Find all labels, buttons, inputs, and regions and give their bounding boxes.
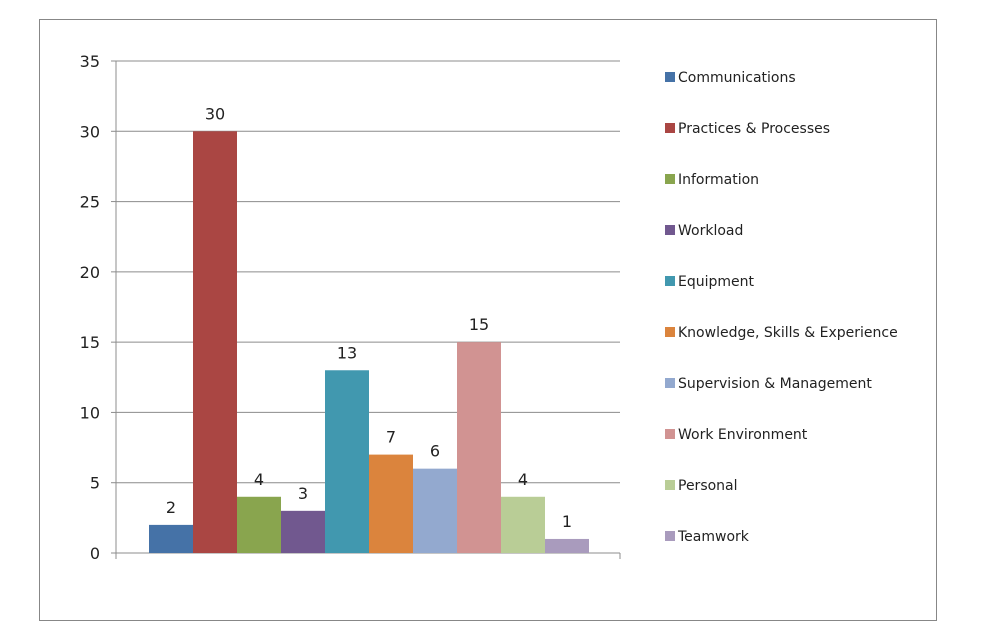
bar-3 [281,510,325,553]
legend-label-6: Supervision & Management [678,376,872,392]
legend-label-5: Knowledge, Skills & Experience [678,325,898,341]
bar-7 [457,342,501,553]
legend-swatch-6 [665,378,675,388]
y-tick-label: 0 [90,544,100,563]
bar-8 [501,496,545,553]
y-tick-label: 20 [80,263,100,282]
legend: Communications Practices & Processes Infor… [665,70,898,545]
legend-label-0: Communications [678,70,796,86]
data-label-7: 15 [469,315,489,334]
data-label-4: 13 [337,343,357,362]
bar-6 [413,468,457,553]
legend-swatch-9 [665,531,675,541]
data-label-2: 4 [254,470,264,489]
y-tick-label: 10 [80,403,100,422]
y-tick-label: 35 [80,52,100,71]
legend-label-8: Personal [678,478,738,494]
legend-swatch-4 [665,276,675,286]
legend-swatch-3 [665,225,675,235]
legend-label-9: Teamwork [677,529,750,545]
data-label-0: 2 [166,498,176,517]
data-label-6: 6 [430,442,440,461]
data-label-8: 4 [518,470,528,489]
data-label-1: 30 [205,104,225,123]
axes: 0 5 10 15 20 25 30 35 [80,52,621,563]
data-label-3: 3 [298,484,308,503]
bar-5 [369,454,413,553]
legend-swatch-0 [665,72,675,82]
y-tick-label: 30 [80,122,100,141]
bar-4 [325,370,369,553]
y-tick-label: 15 [80,333,100,352]
bar-0 [149,524,193,553]
legend-label-1: Practices & Processes [678,121,830,137]
y-tick-label: 5 [90,474,100,493]
y-tick-label: 25 [80,193,100,212]
data-label-5: 7 [386,428,396,447]
legend-swatch-1 [665,123,675,133]
legend-label-7: Work Environment [678,427,808,443]
bar-2 [237,496,281,553]
legend-swatch-5 [665,327,675,337]
legend-swatch-8 [665,480,675,490]
bars [149,131,589,554]
data-label-9: 1 [562,512,572,531]
bar-1 [193,131,237,554]
legend-swatch-2 [665,174,675,184]
data-labels: 2 30 4 3 13 7 6 15 4 1 [166,104,572,531]
legend-label-4: Equipment [678,274,755,290]
legend-swatch-7 [665,429,675,439]
legend-label-3: Workload [678,223,743,239]
bar-9 [545,538,589,553]
legend-label-2: Information [678,172,759,188]
